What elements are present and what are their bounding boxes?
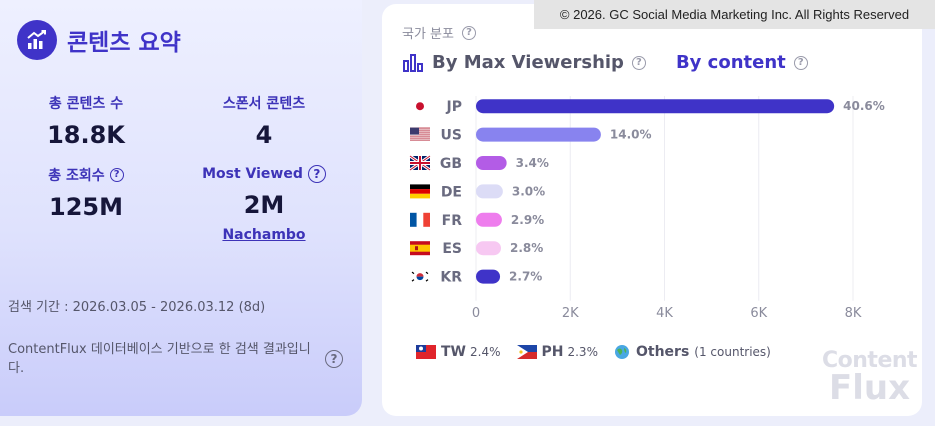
legend-item-tw: TW 2.4%	[416, 344, 501, 360]
country-distribution-label: 국가 분포	[402, 27, 454, 42]
most-viewed-label: Most Viewed	[202, 166, 303, 182]
gb-flag-icon	[409, 154, 431, 172]
x-tick-label: 4K	[656, 306, 673, 321]
bar-jp[interactable]	[476, 99, 835, 114]
stat-most-viewed: Most Viewed ? 2M Nachambo	[184, 165, 344, 243]
content-summary-panel: 콘텐츠 요약 총 콘텐츠 수 18.8K 스폰서 콘텐츠 4 총 조회수 ? 1…	[0, 0, 362, 416]
help-icon[interactable]: ?	[109, 168, 124, 182]
category-label: ES	[442, 241, 462, 257]
extra-country-legend: TW 2.4% PH 2.3% Others (1 countries)	[416, 344, 787, 360]
bar-kr[interactable]	[476, 269, 501, 284]
country-distribution-card: 국가 분포 ? By Max Viewership ? By content ?…	[382, 4, 922, 416]
data-label: 2.8%	[510, 241, 543, 255]
help-icon[interactable]: ?	[793, 55, 808, 70]
bar-gb[interactable]	[476, 156, 507, 170]
us-flag-icon	[410, 127, 430, 142]
country-bar-chart: 40.6% 14.0% 3.4% 3.0% 2.9% 2.8% 2.7% 0 2K 4K 6K 8K…	[409, 96, 885, 321]
globe-icon	[614, 345, 629, 359]
category-label: FR	[442, 213, 463, 229]
tab-max-viewership[interactable]: By Max Viewership ?	[402, 52, 646, 73]
jp-flag-icon	[410, 99, 430, 114]
x-tick-label: 2K	[562, 306, 579, 321]
bar-de[interactable]	[476, 184, 503, 199]
x-tick-label: 6K	[750, 306, 767, 321]
category-label: KR	[440, 270, 462, 286]
data-label: 14.0%	[610, 128, 652, 142]
total-contents-value: 18.8K	[47, 121, 125, 149]
category-label: JP	[446, 99, 462, 115]
help-icon[interactable]: ?	[307, 165, 326, 183]
x-tick-label: 0	[472, 306, 480, 321]
tab-max-viewership-label: By Max Viewership	[432, 52, 624, 73]
legend-others-count: (1 countries)	[694, 345, 771, 359]
fr-flag-icon	[410, 212, 430, 227]
help-icon[interactable]: ?	[325, 350, 343, 368]
stat-total-contents: 총 콘텐츠 수 18.8K	[6, 93, 166, 149]
most-viewed-channel-link[interactable]: Nachambo	[222, 227, 306, 243]
bar-chart-icon	[403, 53, 423, 72]
legend-item-others: Others (1 countries)	[614, 344, 771, 360]
data-label: 3.4%	[516, 156, 549, 170]
copyright-notice: © 2026. GC Social Media Marketing Inc. A…	[534, 0, 935, 29]
sponsor-contents-value: 4	[255, 121, 273, 149]
watermark-line1: Content	[822, 348, 918, 373]
philippines-flag-icon	[516, 345, 537, 359]
search-period: 검색 기간 : 2026.03.05 - 2026.03.12 (8d)	[8, 300, 266, 315]
legend-item-ph: PH 2.3%	[516, 344, 598, 360]
legend-pct: 2.3%	[567, 345, 598, 359]
contentflux-watermark-logo: Content Flux	[822, 348, 918, 408]
bar-es[interactable]	[476, 241, 501, 256]
category-label: US	[441, 128, 462, 144]
stat-sponsor-contents: 스폰서 콘텐츠 4	[184, 93, 344, 149]
kr-flag-icon	[410, 269, 430, 284]
category-label: GB	[440, 156, 462, 172]
tab-by-content[interactable]: By content ?	[676, 52, 808, 73]
summary-header: 콘텐츠 요약	[17, 20, 181, 60]
data-label: 2.7%	[509, 270, 542, 284]
help-icon[interactable]: ?	[631, 55, 646, 70]
most-viewed-label-row: Most Viewed ?	[184, 165, 344, 183]
legend-code: TW	[441, 344, 466, 360]
database-note: ContentFlux 데이터베이스 기반으로 한 검색 결과입니다.	[8, 342, 311, 376]
sponsor-contents-label: 스폰서 콘텐츠	[222, 96, 306, 112]
distribution-tabs: By Max Viewership ? By content ?	[402, 52, 808, 73]
help-icon[interactable]: ?	[461, 25, 476, 40]
bar-us[interactable]	[476, 127, 601, 142]
summary-title: 콘텐츠 요약	[67, 30, 181, 56]
x-tick-label: 8K	[845, 306, 862, 321]
data-label: 3.0%	[512, 184, 545, 198]
stat-total-views: 총 조회수 ? 125M	[6, 165, 166, 221]
total-views-label: 총 조회수	[48, 168, 105, 184]
total-views-label-row: 총 조회수 ?	[6, 165, 166, 185]
de-flag-icon	[410, 184, 430, 199]
legend-pct: 2.4%	[470, 345, 501, 359]
most-viewed-value: 2M	[243, 191, 285, 219]
legend-code: PH	[541, 344, 564, 360]
data-label: 2.9%	[511, 213, 544, 227]
category-label: DE	[441, 184, 462, 200]
watermark-line2: Flux	[829, 368, 911, 408]
data-label: 40.6%	[843, 99, 885, 113]
legend-others-label: Others	[635, 344, 690, 360]
taiwan-flag-icon	[416, 345, 436, 359]
es-flag-icon	[410, 241, 430, 256]
total-contents-label: 총 콘텐츠 수	[48, 96, 124, 112]
bar-fr[interactable]	[476, 212, 502, 227]
tab-by-content-label: By content	[675, 52, 786, 73]
country-distribution-label-row: 국가 분포 ?	[402, 23, 476, 42]
analytics-chart-icon	[17, 20, 57, 60]
total-views-value: 125M	[49, 193, 123, 221]
